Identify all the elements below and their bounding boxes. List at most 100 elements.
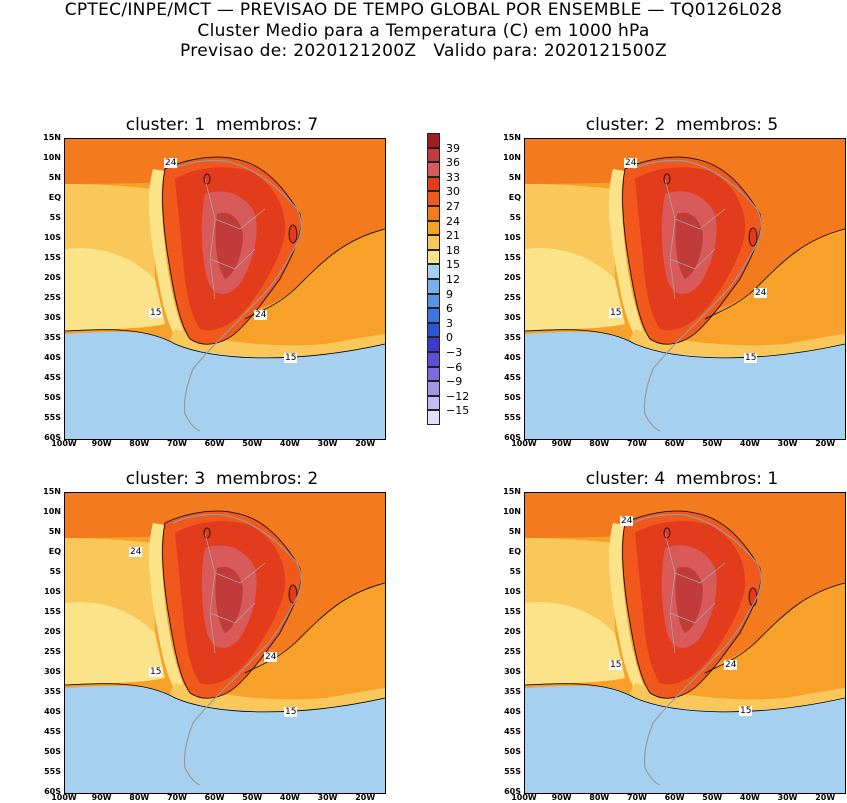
lat-tick-label: 5S xyxy=(509,567,521,576)
contour-label: 24 xyxy=(264,652,278,662)
lon-tick-label: 60W xyxy=(664,439,685,448)
lon-tick-label: 40W xyxy=(739,439,760,448)
lon-tick-label: 90W xyxy=(551,793,572,802)
lon-tick-label: 60W xyxy=(664,793,685,802)
panel-1-title: cluster: 1 membros: 7 xyxy=(125,115,319,135)
lat-tick-label: EQ xyxy=(508,547,521,556)
colorbar-segment xyxy=(427,249,440,265)
lat-tick-label: 5S xyxy=(49,567,61,576)
contour-label: 24 xyxy=(754,288,768,298)
lon-tick-label: 100W xyxy=(511,793,537,802)
lat-tick-label: 55S xyxy=(504,767,521,776)
panel-3-title: cluster: 3 membros: 2 xyxy=(125,469,319,489)
lat-tick-label: 15N xyxy=(503,133,521,142)
colorbar-label: 33 xyxy=(446,170,460,184)
colorbar-segment xyxy=(427,147,440,163)
lat-tick-label: 5N xyxy=(508,527,521,536)
colorbar-label: 39 xyxy=(446,141,460,155)
lon-tick-label: 30W xyxy=(317,439,338,448)
colorbar-label: −15 xyxy=(446,404,470,418)
lon-tick-label: 40W xyxy=(279,793,300,802)
contour-label: 15 xyxy=(149,667,163,677)
lat-tick-label: 10N xyxy=(503,153,521,162)
colorbar-segment xyxy=(427,133,440,148)
lon-tick-label: 70W xyxy=(166,793,187,802)
lon-tick-label: 80W xyxy=(589,439,610,448)
main-title-line1: CPTEC/INPE/MCT — PREVISAO DE TEMPO GLOBA… xyxy=(64,0,783,20)
colorbar-label: 27 xyxy=(446,200,460,213)
colorbar-segment xyxy=(427,322,440,338)
lat-tick-label: 20S xyxy=(44,627,61,636)
lat-tick-label: 30S xyxy=(44,313,61,322)
lat-tick-label: 50S xyxy=(44,747,61,756)
lon-tick-label: 20W xyxy=(815,439,836,448)
colorbar-segment xyxy=(427,235,440,250)
colorbar-label: 3 xyxy=(446,316,453,330)
contour-label: 24 xyxy=(724,660,738,670)
map-panel-3 xyxy=(64,492,386,794)
lon-tick-label: 90W xyxy=(91,439,112,448)
lat-tick-label: 15S xyxy=(504,607,521,616)
colorbar-segment xyxy=(427,264,440,279)
colorbar-label: −6 xyxy=(446,360,463,374)
contour-label: 15 xyxy=(609,308,623,318)
map-panel-4 xyxy=(524,492,846,794)
lat-tick-label: EQ xyxy=(508,193,521,202)
lon-tick-label: 70W xyxy=(626,439,647,448)
contour-label: 15 xyxy=(739,706,753,716)
lat-tick-label: 15S xyxy=(44,253,61,262)
lat-tick-label: 25S xyxy=(504,293,521,302)
lat-tick-label: 5S xyxy=(509,213,521,222)
colorbar-label: 18 xyxy=(446,243,460,257)
contour-label: 24 xyxy=(164,158,178,168)
lon-tick-label: 100W xyxy=(51,439,77,448)
lat-tick-label: 5N xyxy=(508,173,521,182)
lat-tick-label: 25S xyxy=(44,293,61,302)
contour-label: 24 xyxy=(254,310,268,320)
lon-tick-label: 20W xyxy=(355,439,376,448)
lat-tick-label: 40S xyxy=(44,707,61,716)
lat-tick-label: 5N xyxy=(48,173,61,182)
lat-tick-label: EQ xyxy=(48,547,61,556)
lat-tick-label: 10N xyxy=(43,507,61,516)
contour-label: 24 xyxy=(129,547,143,557)
lon-tick-label: 60W xyxy=(204,439,225,448)
lon-tick-label: 40W xyxy=(739,793,760,802)
lat-tick-label: 10S xyxy=(44,587,61,596)
lat-tick-label: 60S xyxy=(44,433,61,442)
colorbar-segment xyxy=(427,366,440,382)
lat-tick-label: 50S xyxy=(44,393,61,402)
contour-label: 15 xyxy=(744,353,758,363)
colorbar-label: 9 xyxy=(446,287,453,301)
lat-tick-label: 15N xyxy=(43,487,61,496)
lon-tick-label: 90W xyxy=(91,793,112,802)
contour-label: 24 xyxy=(624,158,638,168)
map-panel-1 xyxy=(64,138,386,440)
colorbar-segment xyxy=(427,410,440,425)
lon-tick-label: 40W xyxy=(279,439,300,448)
colorbar-segment xyxy=(427,162,440,177)
lat-tick-label: 20S xyxy=(504,627,521,636)
lat-tick-label: 45S xyxy=(504,727,521,736)
colorbar-segment xyxy=(427,381,440,396)
contour-label: 15 xyxy=(284,707,298,717)
lat-tick-label: 40S xyxy=(504,707,521,716)
colorbar-label: 30 xyxy=(446,185,460,199)
lon-tick-label: 80W xyxy=(589,793,610,802)
lat-tick-label: 25S xyxy=(44,647,61,656)
lat-tick-label: 60S xyxy=(44,787,61,796)
colorbar-segment xyxy=(427,176,440,192)
colorbar-label: 36 xyxy=(446,156,460,170)
panel-4-title: cluster: 4 membros: 1 xyxy=(585,469,779,489)
colorbar-label: 15 xyxy=(446,258,460,272)
colorbar-segment xyxy=(427,279,440,294)
lon-tick-label: 50W xyxy=(242,793,263,802)
lat-tick-label: 30S xyxy=(44,667,61,676)
contour-label: 24 xyxy=(620,516,634,526)
lat-tick-label: 30S xyxy=(504,313,521,322)
lat-tick-label: 40S xyxy=(44,353,61,362)
map-panel-2 xyxy=(524,138,846,440)
lat-tick-label: 35S xyxy=(504,687,521,696)
lon-tick-label: 20W xyxy=(815,793,836,802)
lat-tick-label: 50S xyxy=(504,747,521,756)
